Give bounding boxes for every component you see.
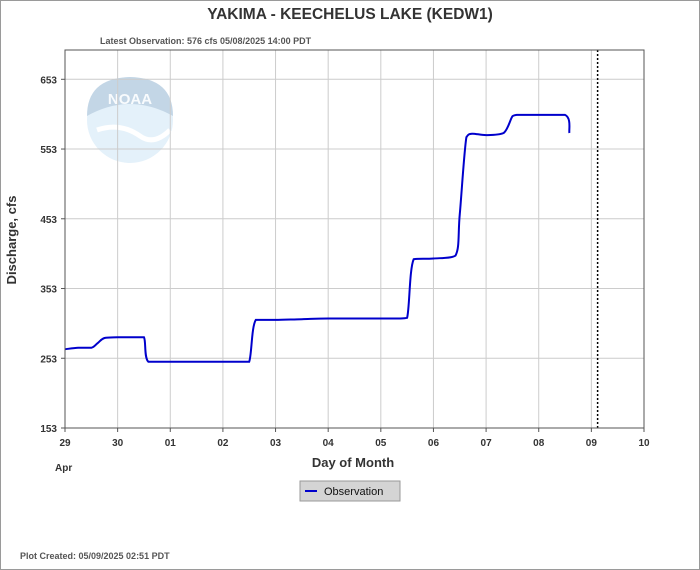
x-tick-label: 08 [533,438,545,449]
y-tick-label: 653 [40,75,57,86]
y-tick-label: 153 [40,424,57,435]
x-tick-label: 29 [59,438,71,449]
x-tick-label: 07 [481,438,493,449]
x-tick-label: 10 [638,438,650,449]
plot-area-border [64,49,645,429]
y-tick-label: 353 [40,285,57,296]
y-axis-label: Discharge, cfs [4,196,19,285]
plot-created-text: Plot Created: 05/09/2025 02:51 PDT [20,551,170,561]
x-tick-label: 02 [217,438,229,449]
x-tick-label: 06 [428,438,440,449]
noaa-logo-text: NOAA [108,91,152,108]
x-tick-label: 05 [375,438,387,449]
legend-label: Observation [324,486,383,498]
observation-series-line [64,113,571,363]
x-tick-label: 09 [586,438,598,449]
latest-observation-text: Latest Observation: 576 cfs 05/08/2025 1… [100,36,312,46]
chart-title: YAKIMA - KEECHELUS LAKE (KEDW1) [207,6,493,23]
x-tick-label: 04 [323,438,335,449]
x-tick-label: 30 [112,438,124,449]
x-axis-month-label: Apr [55,463,72,474]
grid-lines [65,50,644,429]
y-tick-label: 453 [40,215,57,226]
y-tick-label: 253 [40,354,57,365]
noaa-logo-icon: NOAA [87,77,173,163]
legend: Observation [299,480,401,502]
y-axis-ticks: 153 253 353 453 553 653 [40,75,65,435]
y-tick-label: 553 [40,145,57,156]
x-axis-label: Day of Month [312,455,394,470]
x-axis-ticks: 29 30 01 02 03 04 05 06 07 08 09 10 [59,428,650,449]
x-tick-label: 01 [165,438,177,449]
legend-box [299,480,401,502]
x-tick-label: 03 [270,438,282,449]
